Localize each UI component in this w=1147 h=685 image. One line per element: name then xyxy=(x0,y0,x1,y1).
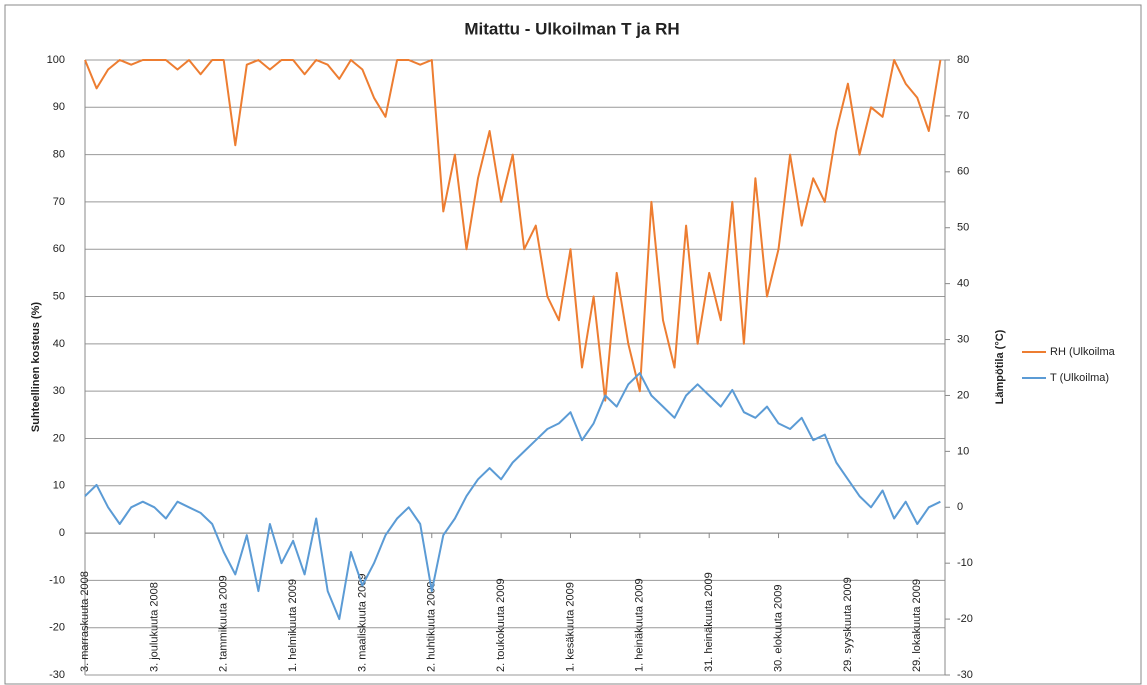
y2-tick-label: 60 xyxy=(957,166,969,178)
y2-tick-label: 20 xyxy=(957,389,969,401)
y-tick-label: 60 xyxy=(53,243,65,255)
y2-tick-label: 10 xyxy=(957,445,969,457)
x-tick-label: 1. helmikuuta 2009 xyxy=(287,579,299,672)
y-tick-label: -10 xyxy=(49,574,65,586)
y2-tick-label: 70 xyxy=(957,110,969,122)
x-tick-label: 29. syyskuuta 2009 xyxy=(842,577,854,672)
y-tick-label: 70 xyxy=(53,196,65,208)
legend-label: RH (Ulkoilma xyxy=(1050,346,1116,358)
y2-tick-label: -20 xyxy=(957,613,973,625)
x-tick-label: 3. maaliskuuta 2009 xyxy=(356,574,368,672)
x-tick-label: 2. tammikuuta 2009 xyxy=(218,575,230,672)
series-line xyxy=(84,59,942,402)
y-tick-label: -20 xyxy=(49,622,65,634)
y-tick-label: 100 xyxy=(47,54,65,66)
y2-tick-label: 80 xyxy=(957,54,969,66)
y-tick-label: 10 xyxy=(53,480,65,492)
y-tick-label: 90 xyxy=(53,101,65,113)
x-tick-label: 30. elokuuta 2009 xyxy=(772,585,784,672)
y2-tick-label: -10 xyxy=(957,557,973,569)
x-tick-label: 3. joulukuuta 2008 xyxy=(148,582,160,672)
y2-tick-label: 40 xyxy=(957,278,969,290)
y-axis-label: Suhteellinen kosteus (%) xyxy=(30,302,42,433)
y-tick-label: -30 xyxy=(49,669,65,681)
x-tick-label: 31. heinäkuuta 2009 xyxy=(703,572,715,672)
x-tick-label: 3. marraskuuta 2008 xyxy=(79,571,91,672)
chart-title: Mitattu - Ulkoilman T ja RH xyxy=(464,19,679,38)
y2-tick-label: -30 xyxy=(957,669,973,681)
y2-tick-label: 30 xyxy=(957,333,969,345)
y2-tick-label: 0 xyxy=(957,501,963,513)
x-tick-label: 1. kesäkuuta 2009 xyxy=(564,582,576,672)
y-tick-label: 20 xyxy=(53,432,65,444)
y2-tick-label: 50 xyxy=(957,222,969,234)
y-tick-label: 30 xyxy=(53,385,65,397)
y-tick-label: 40 xyxy=(53,338,65,350)
series-line xyxy=(84,372,941,621)
x-tick-label: 2. toukokuuta 2009 xyxy=(495,578,507,672)
legend-label: T (Ulkoilma) xyxy=(1050,372,1109,384)
chart-border xyxy=(4,4,1142,685)
x-tick-label: 1. heinäkuuta 2009 xyxy=(634,578,646,672)
y2-axis-label: Lämpötila (°C) xyxy=(994,329,1006,404)
x-tick-label: 29. lokakuuta 2009 xyxy=(911,579,923,672)
y-tick-label: 0 xyxy=(59,527,65,539)
y-tick-label: 80 xyxy=(53,149,65,161)
x-tick-label: 2. huhtikuuta 2009 xyxy=(426,581,438,672)
y-tick-label: 50 xyxy=(53,290,65,302)
